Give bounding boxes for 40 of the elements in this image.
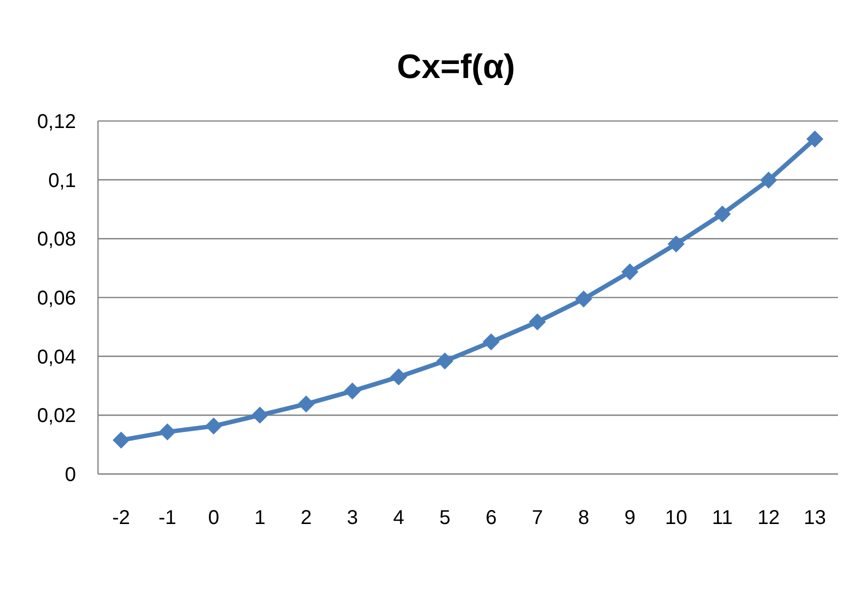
x-tick-label: -1 (158, 507, 176, 529)
x-tick-label: 4 (393, 507, 404, 529)
y-tick-label: 0,12 (37, 111, 76, 133)
point (760, 172, 778, 189)
x-tick-label: 3 (346, 507, 358, 529)
x-tick-label: 10 (665, 507, 688, 529)
point (668, 235, 685, 252)
y-tick-label: 0,1 (48, 170, 76, 192)
point (112, 432, 130, 449)
y-tick-label: 0 (64, 464, 76, 486)
point (344, 382, 361, 400)
y-tick-label: 0,02 (37, 405, 76, 428)
point (436, 352, 454, 370)
x-tick-label: 0 (208, 507, 220, 529)
point (806, 130, 824, 148)
point (158, 423, 176, 440)
point (390, 368, 408, 386)
x-tick-label: 5 (439, 507, 450, 529)
chart-title: Cx=f(α) (396, 48, 516, 86)
x-tick-label: 9 (624, 507, 636, 529)
x-tick-label: 7 (532, 507, 543, 529)
x-tick-label: 12 (758, 507, 780, 529)
y-tick-label: 0,04 (37, 346, 76, 368)
x-tick-label: 2 (300, 507, 312, 529)
point (251, 406, 268, 424)
point (205, 418, 222, 435)
x-tick-label: -2 (112, 507, 130, 529)
y-tick-label: 0,08 (37, 228, 76, 251)
point (298, 395, 315, 412)
x-tick-label: 1 (254, 507, 266, 529)
x-tick-label: 6 (486, 507, 497, 529)
y-tick-label: 0,06 (37, 288, 76, 310)
point (528, 313, 546, 330)
point (575, 290, 592, 308)
point (621, 263, 638, 280)
x-tick-label: 11 (712, 507, 733, 529)
x-tick-label: 8 (578, 507, 590, 529)
point (482, 333, 500, 350)
x-tick-label: 13 (804, 507, 826, 529)
point (714, 205, 731, 222)
